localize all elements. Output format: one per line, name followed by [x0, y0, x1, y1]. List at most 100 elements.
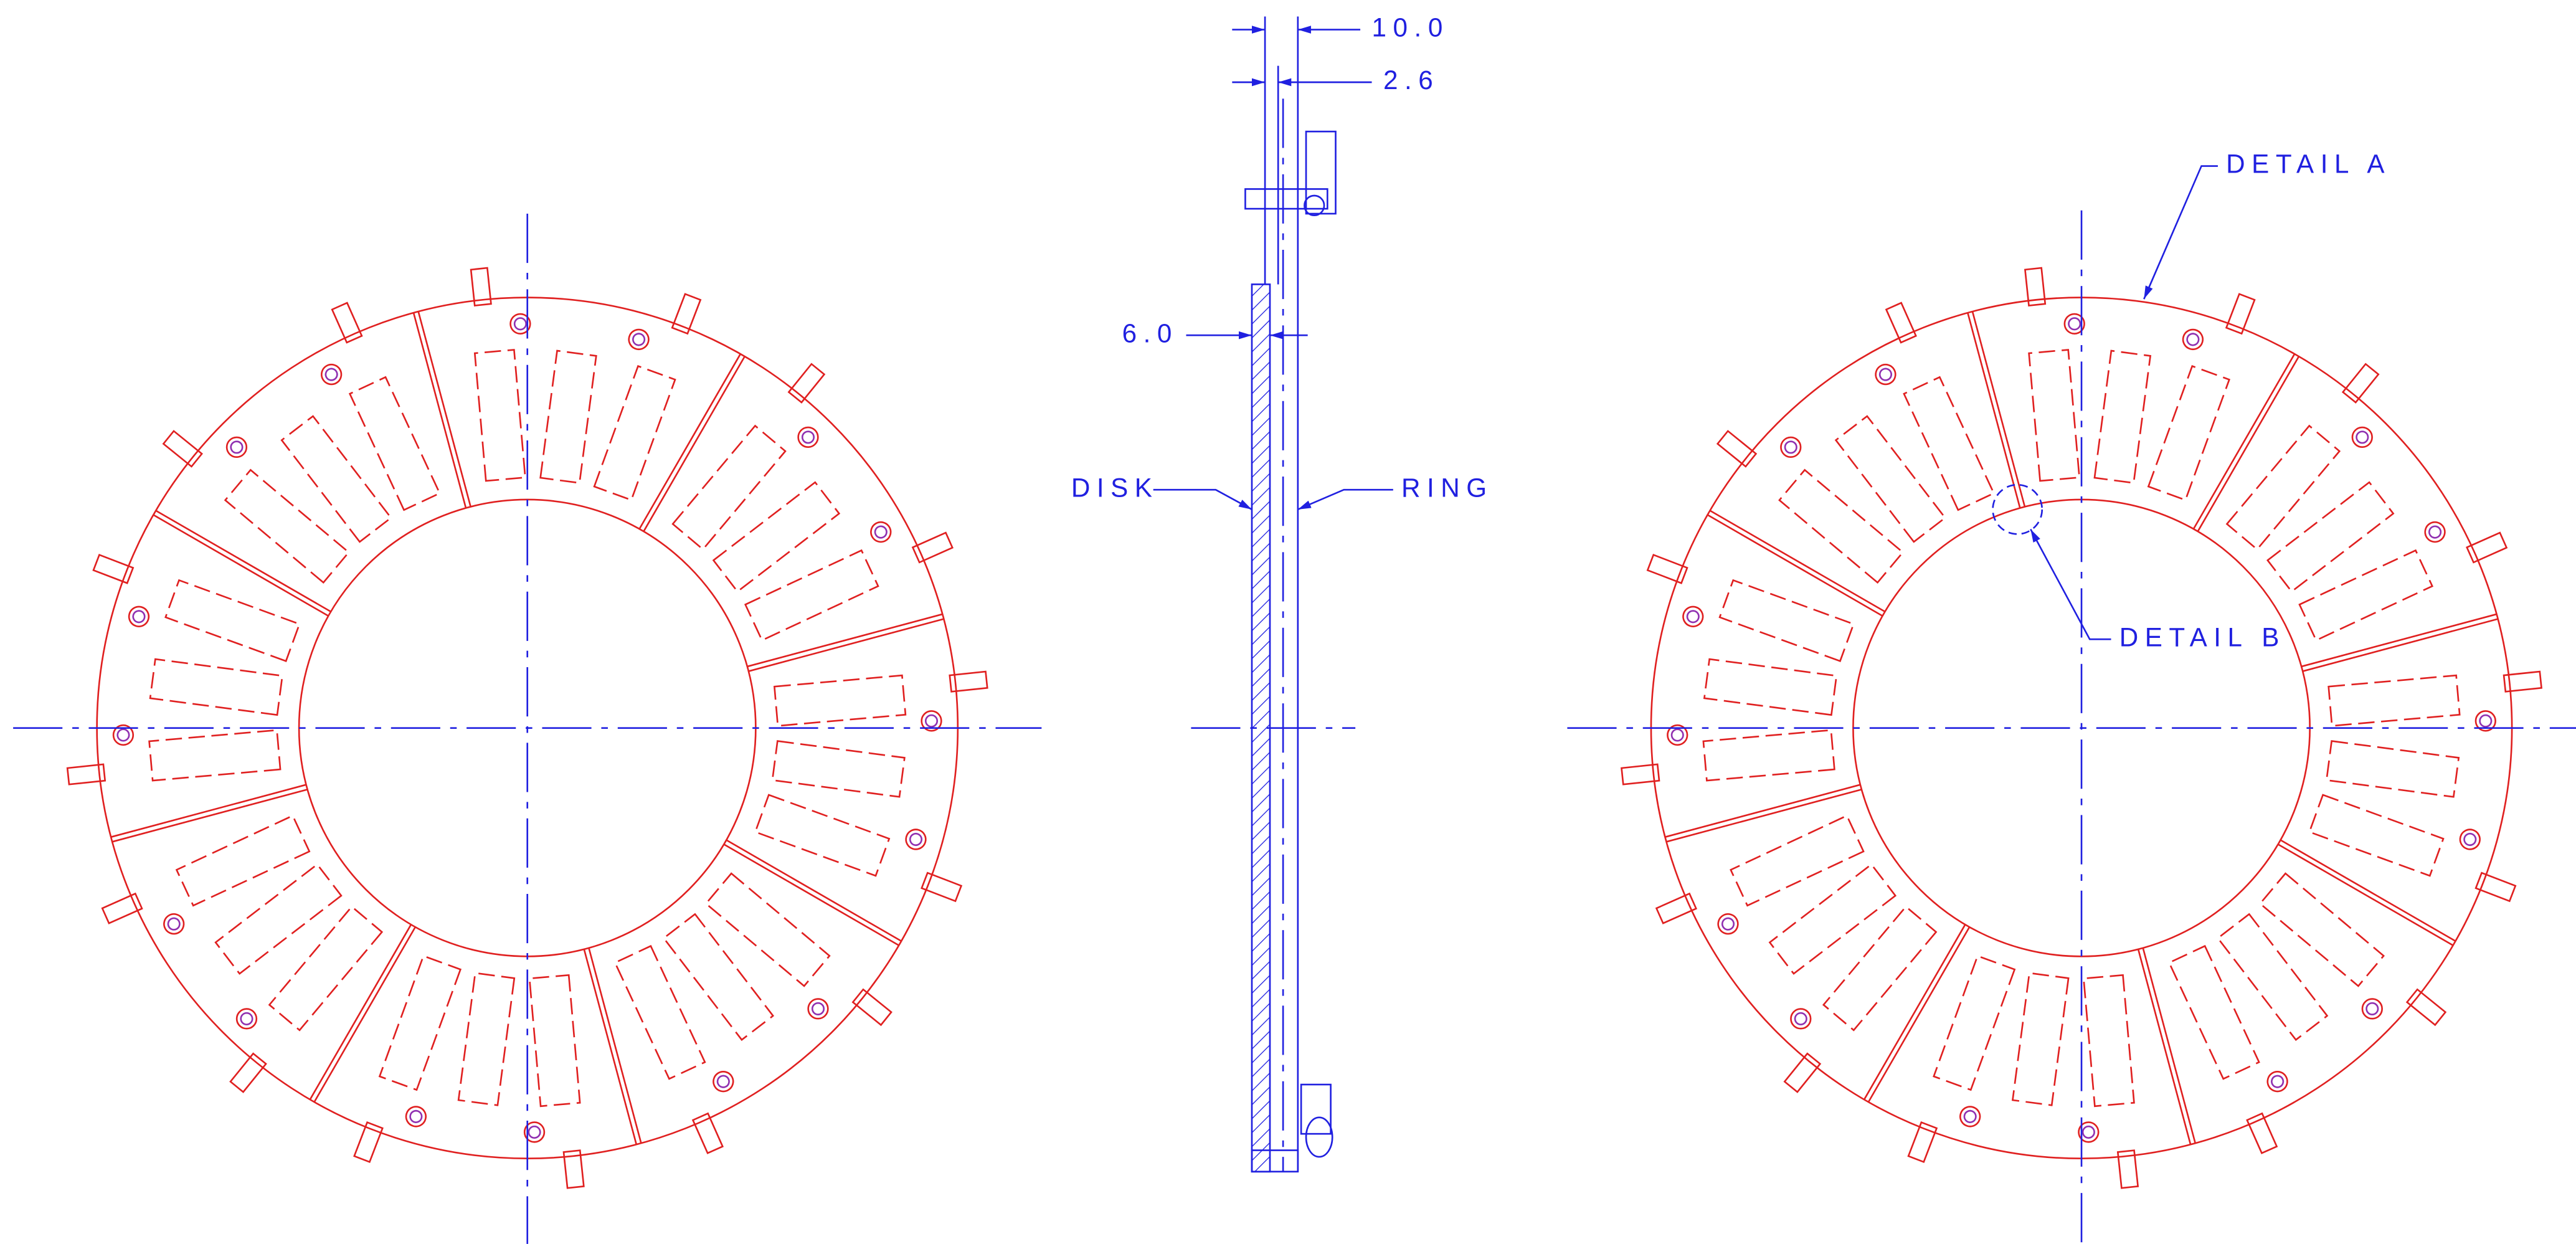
bolt-outer: [405, 1106, 427, 1128]
pocket: [1834, 415, 1946, 543]
segment-joint: [1709, 510, 1886, 613]
bolt: [225, 436, 248, 458]
tab: [331, 302, 363, 344]
bolt-outer: [2459, 829, 2481, 850]
bolt-outer: [1682, 605, 1704, 627]
bolt-inner: [2186, 333, 2200, 346]
bolt-inner: [324, 368, 338, 381]
segment-joint: [2302, 618, 2498, 672]
bolt: [128, 605, 150, 627]
pocket: [744, 549, 879, 642]
segment-joint: [309, 924, 412, 1100]
pocket: [613, 944, 706, 1080]
tab: [2341, 363, 2380, 404]
bolt-inner: [2271, 1075, 2285, 1088]
pocket: [662, 913, 775, 1042]
bolt: [1875, 363, 1896, 386]
pocket: [671, 424, 787, 551]
pocket: [593, 365, 676, 501]
segment-joint: [1666, 789, 1862, 843]
pocket: [224, 468, 350, 584]
pocket: [1703, 658, 1838, 716]
tab: [1646, 553, 1688, 584]
pocket: [1933, 954, 2016, 1091]
segment-joint: [417, 311, 471, 507]
bolt: [235, 1008, 258, 1030]
tab: [787, 363, 826, 404]
pocket: [712, 481, 841, 593]
pocket: [1778, 468, 1905, 584]
bolt-inner: [1686, 610, 1700, 624]
bolt: [1667, 724, 1688, 746]
tab: [2116, 1149, 2139, 1189]
pocket: [539, 349, 597, 484]
tab: [162, 430, 203, 468]
bolt-outer: [1790, 1008, 1812, 1030]
segment-joint: [155, 510, 331, 613]
pocket: [378, 954, 462, 1091]
pocket: [2147, 365, 2230, 501]
segment: [1967, 311, 2026, 508]
bolt-inner: [409, 1109, 423, 1123]
pocket: [149, 658, 283, 716]
bolt-outer: [1959, 1106, 1981, 1128]
tab: [787, 363, 826, 404]
bolt: [320, 363, 343, 386]
segment: [747, 613, 944, 672]
leader: [2143, 165, 2218, 300]
bolt-inner: [874, 525, 888, 539]
pocket: [214, 863, 343, 975]
segment-joint: [726, 839, 902, 942]
segment: [2192, 353, 2300, 532]
bolt: [509, 313, 531, 335]
tab: [691, 1112, 724, 1154]
segment-joint: [748, 618, 944, 672]
base: [1251, 1149, 1299, 1173]
tab: [1621, 763, 1660, 786]
pocket: [1702, 729, 1835, 782]
tab: [229, 1052, 267, 1093]
pocket: [1718, 579, 1855, 662]
pocket: [771, 740, 906, 798]
bolt-outer: [523, 1121, 546, 1143]
bolt-outer: [509, 313, 531, 335]
bolt-inner: [1784, 440, 1797, 454]
segment-joint: [2192, 353, 2296, 529]
bolt: [163, 913, 185, 935]
fastener: [1244, 188, 1328, 210]
tab: [66, 763, 107, 786]
tab: [949, 670, 988, 693]
pocket: [268, 905, 384, 1032]
tab: [671, 293, 702, 335]
bolt-inner: [716, 1075, 730, 1088]
tab: [2405, 988, 2447, 1027]
bolt-inner: [2479, 714, 2493, 728]
pocket: [2011, 972, 2070, 1106]
bolt: [713, 1071, 734, 1093]
bolt-outer: [1717, 913, 1739, 935]
pocket: [2093, 349, 2152, 484]
dimension-label: 6.0: [1122, 318, 1178, 348]
bolt-outer: [235, 1008, 258, 1030]
fastener: [1304, 194, 1325, 216]
segment: [1863, 924, 1971, 1103]
pocket: [704, 872, 831, 987]
bolt: [523, 1121, 546, 1143]
tab: [691, 1112, 724, 1154]
segment-joint: [583, 949, 638, 1145]
bolt-inner: [116, 728, 130, 742]
pocket: [473, 349, 526, 482]
segment-joint: [723, 843, 899, 946]
segment: [153, 510, 331, 617]
segment-joint: [2197, 356, 2300, 532]
bolt-outer: [2351, 426, 2373, 449]
segment: [638, 353, 746, 532]
pocket: [1702, 729, 1835, 782]
bolt-outer: [2182, 328, 2204, 351]
pocket: [1768, 863, 1897, 975]
tab: [1621, 763, 1660, 786]
pocket: [2298, 549, 2434, 642]
tab: [2024, 267, 2047, 307]
pocket: [1768, 863, 1897, 975]
